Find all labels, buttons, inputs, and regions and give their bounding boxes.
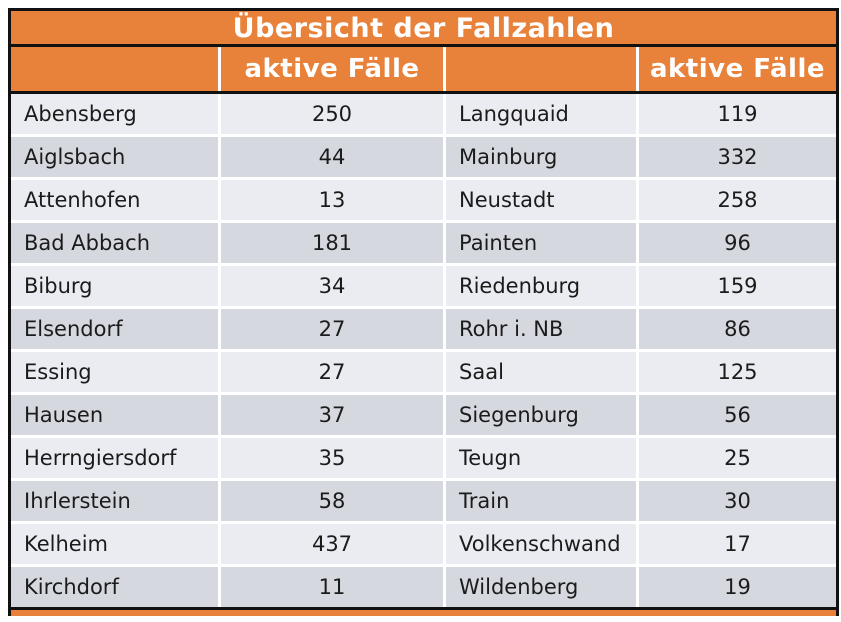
table-header-row: aktive Fälle aktive Fälle xyxy=(11,47,836,94)
active-cases-value: 58 xyxy=(221,481,443,521)
active-cases-value: 258 xyxy=(639,180,836,220)
active-cases-value: 125 xyxy=(639,352,836,392)
active-cases-value: 37 xyxy=(221,395,443,435)
table-row: Bad Abbach 181 Painten 96 xyxy=(11,223,836,263)
municipality-name: Kirchdorf xyxy=(11,567,218,607)
header-active-cases-left: aktive Fälle xyxy=(221,47,443,91)
table-row: Essing 27 Saal 125 xyxy=(11,352,836,392)
municipality-name: Rohr i. NB xyxy=(446,309,636,349)
active-cases-value: 119 xyxy=(639,94,836,134)
municipality-name: Bad Abbach xyxy=(11,223,218,263)
municipality-name: Abensberg xyxy=(11,94,218,134)
municipality-name: Riedenburg xyxy=(446,266,636,306)
active-cases-value: 332 xyxy=(639,137,836,177)
active-cases-value: 96 xyxy=(639,223,836,263)
municipality-name: Herrngiersdorf xyxy=(11,438,218,478)
municipality-name: Ihrlerstein xyxy=(11,481,218,521)
active-cases-value: 44 xyxy=(221,137,443,177)
table-body: Abensberg 250 Langquaid 119 Aiglsbach 44… xyxy=(11,94,836,607)
municipality-name: Aiglsbach xyxy=(11,137,218,177)
municipality-name: Hausen xyxy=(11,395,218,435)
municipality-name: Langquaid xyxy=(446,94,636,134)
municipality-name: Volkenschwand xyxy=(446,524,636,564)
active-cases-value: 11 xyxy=(221,567,443,607)
active-cases-value: 27 xyxy=(221,309,443,349)
active-cases-value: 56 xyxy=(639,395,836,435)
municipality-name: Elsendorf xyxy=(11,309,218,349)
table-row: Attenhofen 13 Neustadt 258 xyxy=(11,180,836,220)
municipality-name: Train xyxy=(446,481,636,521)
table-row: Abensberg 250 Langquaid 119 xyxy=(11,94,836,134)
municipality-name: Saal xyxy=(446,352,636,392)
active-cases-value: 19 xyxy=(639,567,836,607)
municipality-name: Kelheim xyxy=(11,524,218,564)
table-row: Ihrlerstein 58 Train 30 xyxy=(11,481,836,521)
active-cases-value: 86 xyxy=(639,309,836,349)
table-row: Biburg 34 Riedenburg 159 xyxy=(11,266,836,306)
active-cases-value: 25 xyxy=(639,438,836,478)
municipality-name: Siegenburg xyxy=(446,395,636,435)
table-row: Kirchdorf 11 Wildenberg 19 xyxy=(11,567,836,607)
active-cases-value: 17 xyxy=(639,524,836,564)
municipality-name: Biburg xyxy=(11,266,218,306)
bottom-orange-strip xyxy=(11,607,836,616)
municipality-name: Painten xyxy=(446,223,636,263)
active-cases-value: 35 xyxy=(221,438,443,478)
municipality-name: Neustadt xyxy=(446,180,636,220)
table-row: Aiglsbach 44 Mainburg 332 xyxy=(11,137,836,177)
table-row: Hausen 37 Siegenburg 56 xyxy=(11,395,836,435)
active-cases-value: 27 xyxy=(221,352,443,392)
header-municipality-left xyxy=(11,47,218,91)
municipality-name: Teugn xyxy=(446,438,636,478)
active-cases-value: 159 xyxy=(639,266,836,306)
active-cases-value: 250 xyxy=(221,94,443,134)
header-active-cases-right: aktive Fälle xyxy=(639,47,836,91)
table-title: Übersicht der Fallzahlen xyxy=(11,11,836,47)
table-row: Elsendorf 27 Rohr i. NB 86 xyxy=(11,309,836,349)
active-cases-value: 34 xyxy=(221,266,443,306)
active-cases-value: 30 xyxy=(639,481,836,521)
municipality-name: Mainburg xyxy=(446,137,636,177)
municipality-name: Wildenberg xyxy=(446,567,636,607)
municipality-name: Essing xyxy=(11,352,218,392)
table-row: Kelheim 437 Volkenschwand 17 xyxy=(11,524,836,564)
fallzahlen-table: Übersicht der Fallzahlen aktive Fälle ak… xyxy=(8,8,839,616)
active-cases-value: 181 xyxy=(221,223,443,263)
table-row: Herrngiersdorf 35 Teugn 25 xyxy=(11,438,836,478)
active-cases-value: 13 xyxy=(221,180,443,220)
municipality-name: Attenhofen xyxy=(11,180,218,220)
header-municipality-right xyxy=(446,47,636,91)
active-cases-value: 437 xyxy=(221,524,443,564)
